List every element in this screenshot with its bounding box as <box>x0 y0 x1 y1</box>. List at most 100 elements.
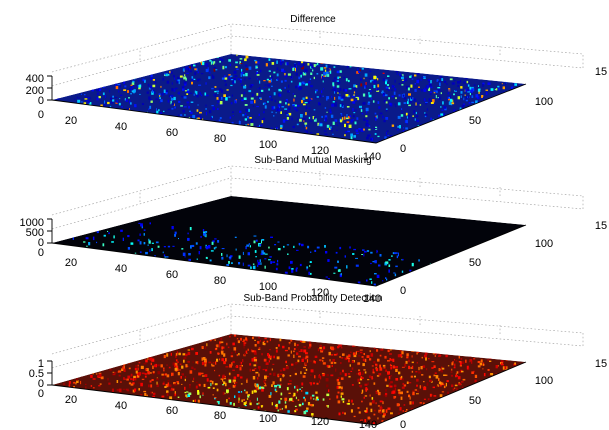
surface-texture <box>98 96 101 99</box>
surface-texture <box>384 136 387 139</box>
surface-texture <box>130 84 133 86</box>
surface-texture <box>412 115 414 117</box>
surface-texture <box>220 58 224 62</box>
surface-texture <box>316 382 319 385</box>
surface-texture <box>505 358 508 361</box>
surface-texture <box>282 129 285 131</box>
surface-texture <box>383 100 386 103</box>
surface-texture <box>191 347 194 351</box>
surface-texture <box>189 227 192 231</box>
surface-texture <box>255 362 258 364</box>
surface-texture <box>143 229 146 231</box>
surface-texture <box>246 352 248 354</box>
surface-texture <box>259 97 262 99</box>
surface-texture <box>182 68 185 72</box>
surface-texture <box>336 129 338 131</box>
surface-texture <box>305 391 309 395</box>
surface-texture <box>92 372 94 375</box>
surface-texture <box>449 98 453 102</box>
surface-texture <box>334 88 336 92</box>
surface-texture <box>438 96 441 100</box>
surface-texture <box>259 339 261 342</box>
surface-texture <box>76 380 79 383</box>
surface-texture <box>341 390 343 392</box>
surface-texture <box>171 88 174 92</box>
surface-texture <box>116 380 119 383</box>
surface-texture <box>372 100 375 103</box>
surface-texture <box>405 360 408 364</box>
surface-texture <box>326 111 328 113</box>
surface-texture <box>232 379 234 383</box>
surface-texture <box>243 85 247 89</box>
surface-texture <box>309 343 312 347</box>
surface-texture <box>271 85 273 87</box>
surface-texture <box>212 387 215 389</box>
surface-texture <box>388 382 391 387</box>
surface-texture <box>323 88 325 90</box>
surface-texture <box>373 413 376 416</box>
difference-y-ticks: 0 50 100 15 <box>400 66 607 155</box>
surface-texture <box>199 111 202 114</box>
surface-texture <box>243 346 245 349</box>
surface-texture <box>331 128 333 132</box>
surface-texture <box>264 258 267 260</box>
surface-texture <box>265 63 268 67</box>
surface-texture <box>357 370 361 372</box>
surface-texture <box>210 61 212 65</box>
surface-texture <box>184 74 186 78</box>
surface-texture <box>275 267 278 271</box>
surface-texture <box>159 97 161 99</box>
surface-texture <box>225 97 228 101</box>
surface-texture <box>74 98 76 100</box>
surface-texture <box>211 74 213 77</box>
surface-texture <box>387 371 390 375</box>
surface-texture <box>214 69 218 71</box>
surface-texture <box>345 117 349 120</box>
surface-texture <box>287 253 289 255</box>
surface-texture <box>320 349 324 353</box>
surface-texture <box>264 375 267 379</box>
surface-texture <box>433 365 436 368</box>
surface-texture <box>302 402 304 406</box>
y-tick-label: 50 <box>469 395 481 407</box>
surface-texture <box>134 104 137 108</box>
surface-texture <box>88 242 91 246</box>
surface-texture <box>177 396 180 398</box>
surface-texture <box>268 360 270 363</box>
surface-texture <box>247 394 250 396</box>
surface-texture <box>282 374 285 377</box>
surface-texture <box>171 103 175 105</box>
surface-texture <box>340 392 344 395</box>
surface-texture <box>229 402 232 405</box>
surface-texture <box>363 396 365 399</box>
surface-texture <box>473 370 475 373</box>
surface-texture <box>410 375 414 378</box>
surface-texture <box>471 101 474 103</box>
surface-texture <box>172 388 175 391</box>
surface-texture <box>85 383 87 385</box>
surface-texture <box>416 119 420 123</box>
surface-texture <box>457 81 460 84</box>
surface-texture <box>338 90 340 93</box>
surface-texture <box>473 358 476 360</box>
surface-texture <box>361 107 363 110</box>
surface-texture <box>137 367 139 371</box>
surface-texture <box>239 79 242 84</box>
surface-texture <box>302 62 305 66</box>
surface-texture <box>321 90 323 94</box>
surface-texture <box>245 72 248 77</box>
surface-texture <box>402 382 405 386</box>
surface-texture <box>202 340 205 342</box>
surface-texture <box>143 242 146 245</box>
surface-texture <box>383 394 385 397</box>
surface-texture <box>439 75 442 78</box>
x-tick-label: 40 <box>115 400 127 412</box>
y-tick-label: 50 <box>469 257 481 269</box>
surface-texture <box>342 372 345 374</box>
surface-texture <box>183 359 185 363</box>
surface-texture <box>296 123 299 126</box>
surface-texture <box>189 110 191 112</box>
surface-texture <box>149 222 151 225</box>
surface-texture <box>357 378 360 382</box>
surface-texture <box>448 101 452 105</box>
